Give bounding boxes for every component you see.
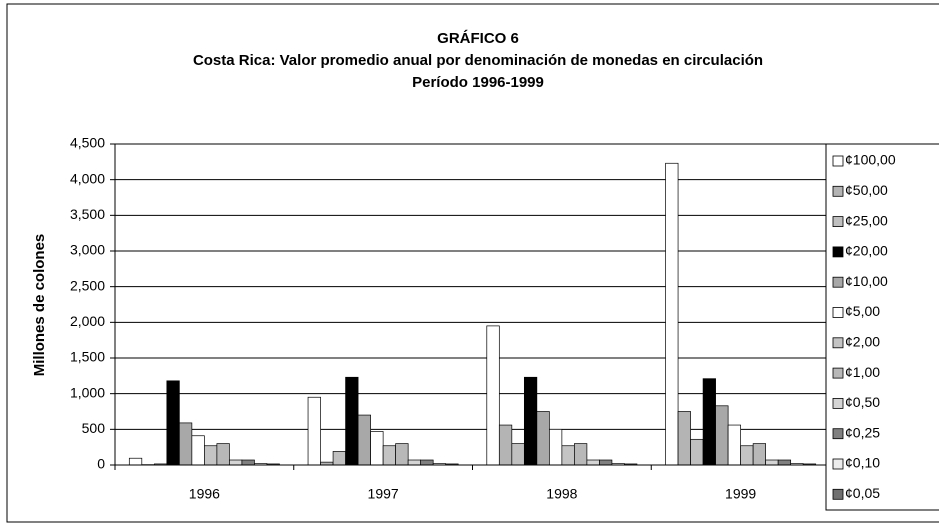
y-tick-label: 3,000 [70,242,105,258]
bar [690,438,704,466]
legend-label: ¢25,00 [845,212,888,228]
legend-swatch [832,155,844,167]
bar [345,376,359,466]
y-tick-label: 0 [97,456,105,472]
legend-swatch [832,337,844,349]
x-tick-label: 1997 [368,486,399,502]
y-tick-label: 1,500 [70,349,105,365]
bar [740,445,754,466]
legend-swatch [832,246,844,258]
bar [586,459,600,466]
y-axis-label: Millones de colones [31,234,48,377]
bar [241,459,255,466]
bar [574,443,588,466]
bar [216,443,230,466]
legend-label: ¢0,50 [845,394,880,410]
x-tick-label: 1998 [546,486,577,502]
bar [702,378,716,466]
bar [727,424,741,466]
y-tick-label: 2,000 [70,313,105,329]
y-tick-label: 500 [82,420,106,436]
legend-swatch [832,307,844,318]
bar [204,445,218,466]
y-tick-label: 1,000 [70,384,105,400]
bar [715,405,729,466]
bar [536,411,550,466]
bar [561,445,575,466]
legend-swatch [832,488,844,500]
bar [307,396,321,466]
legend-label: ¢20,00 [845,243,888,259]
legend-label: ¢1,00 [845,364,880,380]
chart-title: GRÁFICO 6 [437,30,519,47]
bar [179,422,193,466]
legend-swatch [832,216,844,228]
bar [549,428,563,466]
legend-box [825,143,939,511]
y-tick-label: 3,500 [70,206,105,222]
bar [128,457,143,466]
x-tick-label: 1999 [725,486,756,502]
legend-label: ¢100,00 [845,152,896,168]
bar [498,424,513,466]
bar [599,459,613,466]
bar [332,451,346,466]
legend-label: ¢10,00 [845,273,888,289]
legend-swatch [832,428,844,440]
legend-label: ¢0,10 [845,455,880,471]
legend-swatch [832,458,844,470]
legend-label: ¢2,00 [845,334,880,350]
bar [407,459,422,466]
bar [777,459,792,466]
bar [357,414,371,466]
legend-label: ¢0,05 [845,485,880,501]
legend-swatch [832,397,844,409]
bar [370,431,384,466]
y-tick-label: 2,500 [70,277,105,293]
bar [395,443,409,466]
bar [511,443,525,466]
bar [523,376,538,466]
bar [752,443,767,466]
y-tick-label: 4,500 [70,135,105,151]
bar [665,162,679,466]
chart-frame [6,3,939,523]
bar [677,411,691,466]
bar [420,459,434,466]
legend-label: ¢5,00 [845,303,880,319]
legend-swatch [832,276,844,288]
bar [166,380,180,466]
legend-swatch [832,185,844,197]
bar [765,459,779,466]
y-tick-label: 4,000 [70,170,105,186]
chart-subtitle: Período 1996-1999 [412,74,544,91]
chart-subtitle: Costa Rica: Valor promedio anual por den… [193,52,763,69]
x-tick-label: 1996 [189,486,220,502]
bar [229,459,243,466]
bar [191,435,205,466]
legend-label: ¢50,00 [845,182,888,198]
bar [486,325,500,466]
bar [382,445,396,466]
legend-label: ¢0,25 [845,424,880,440]
legend-swatch [832,367,844,379]
